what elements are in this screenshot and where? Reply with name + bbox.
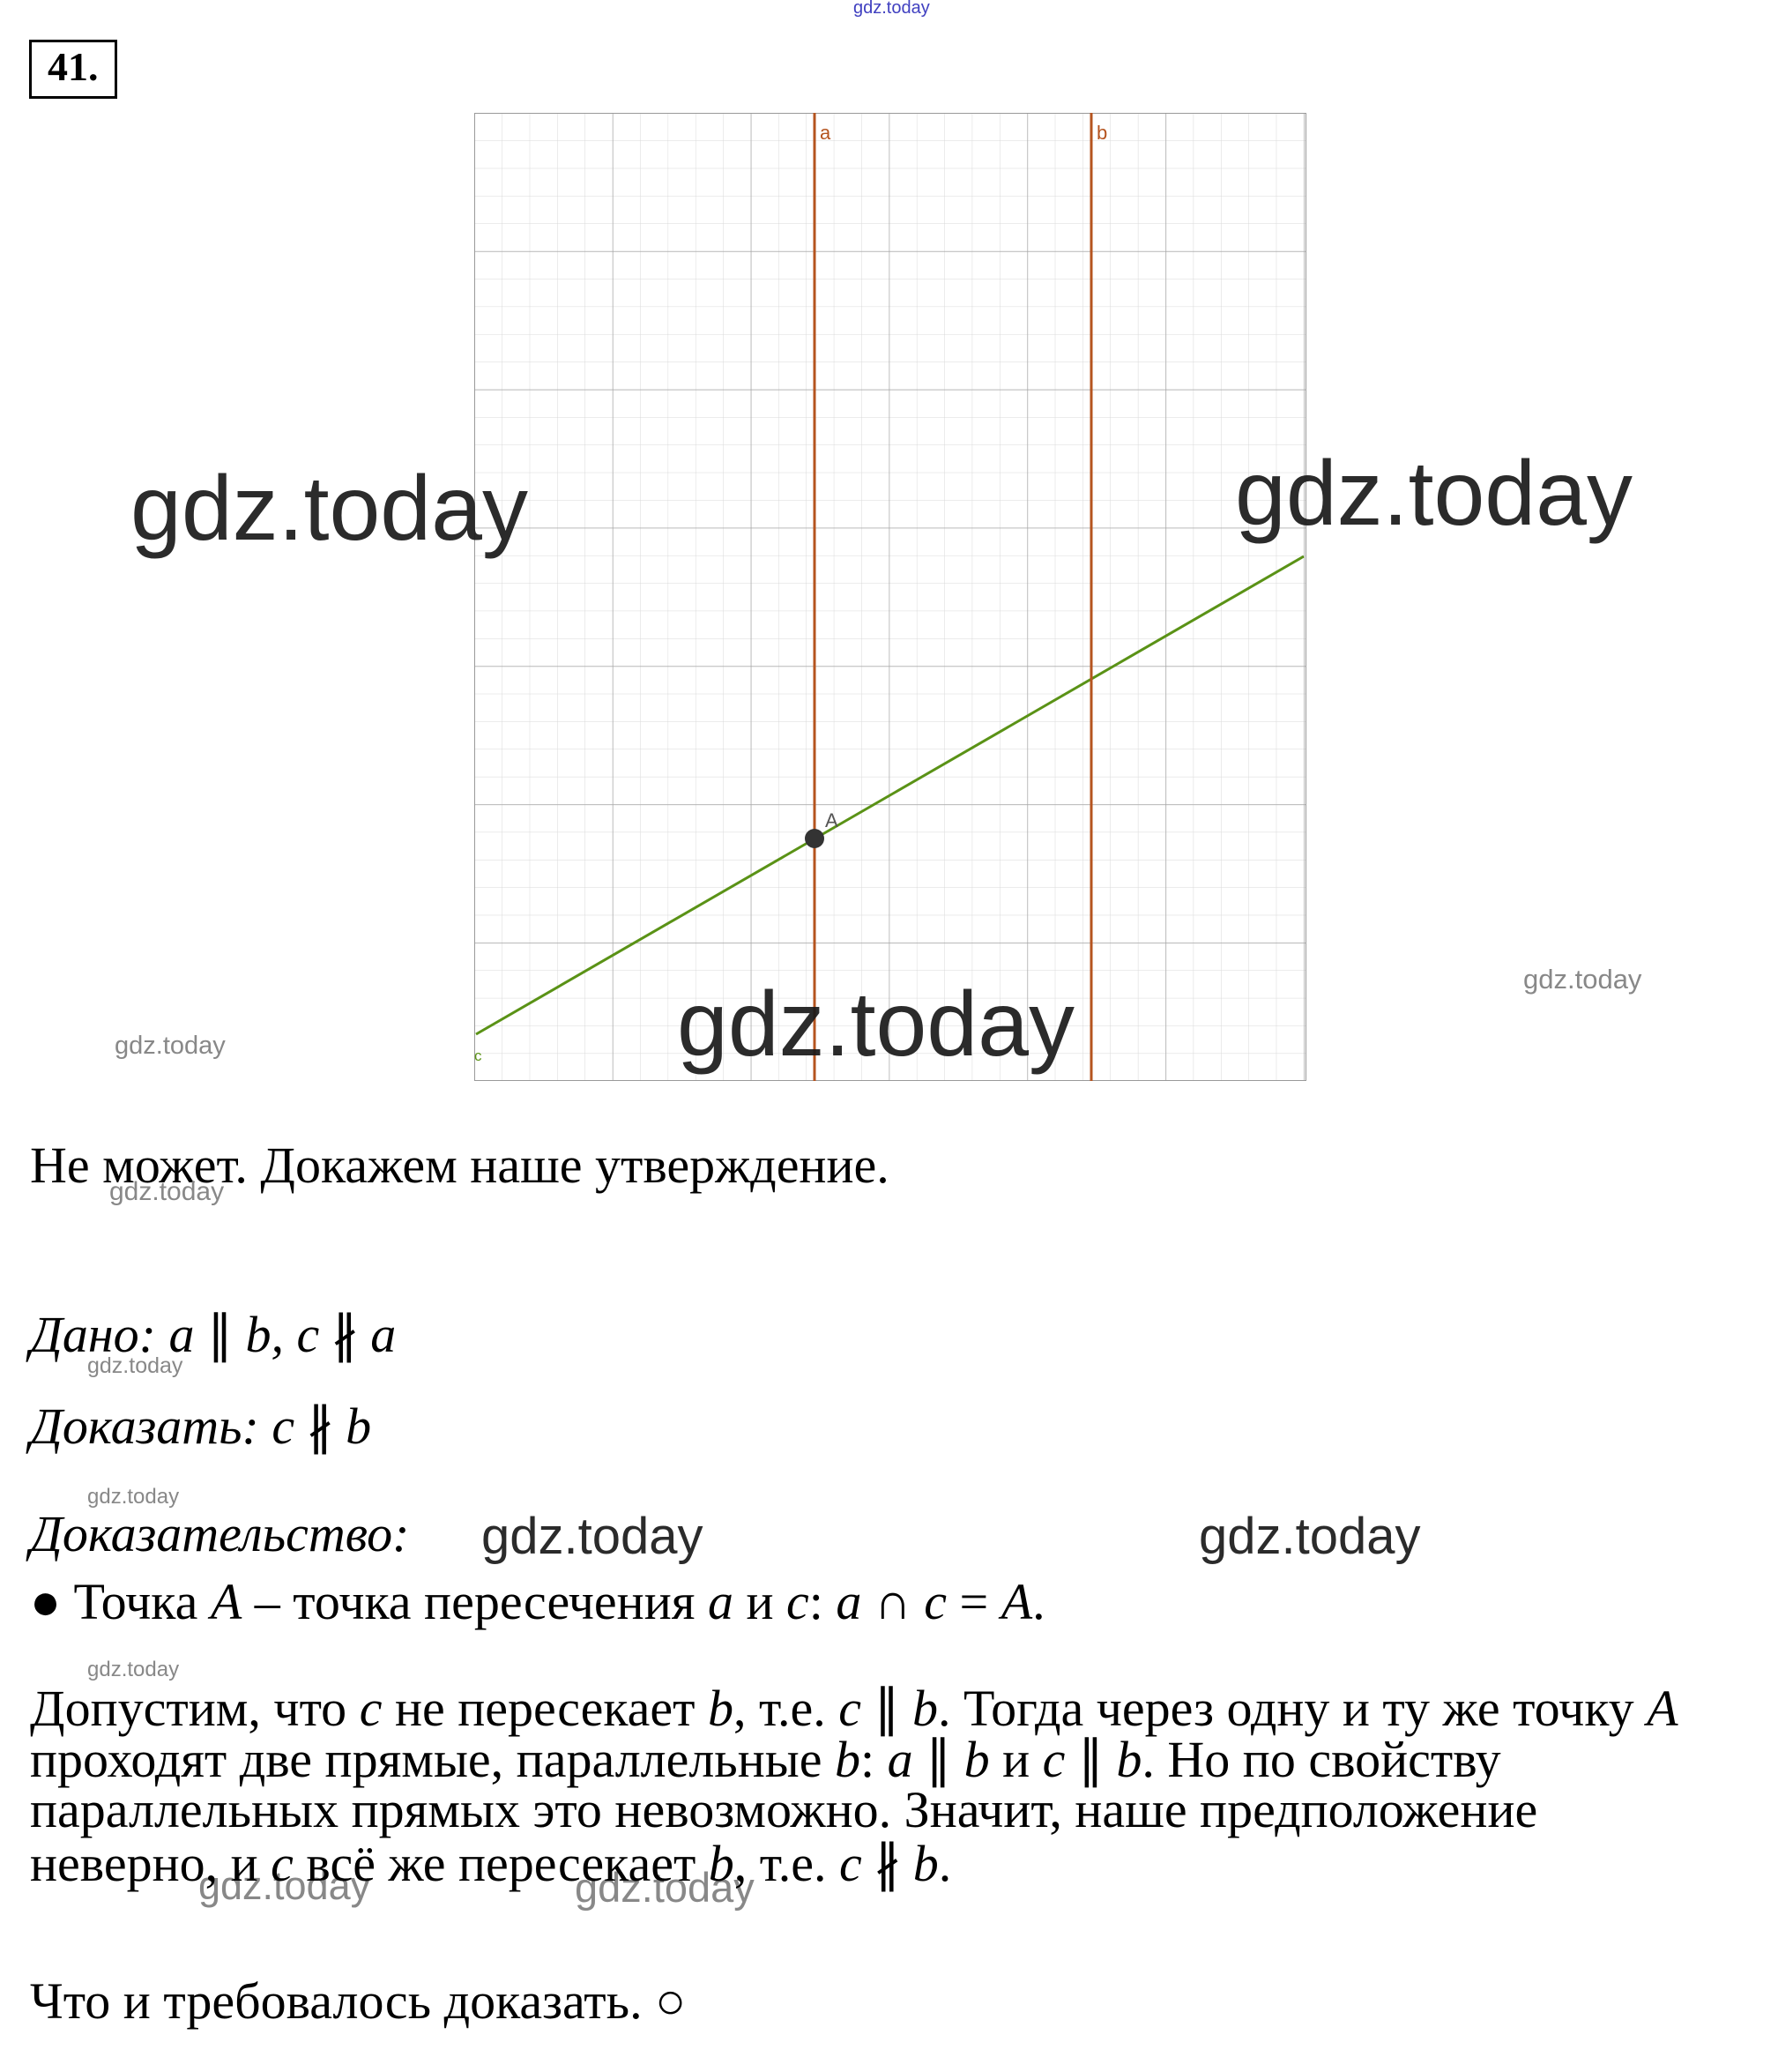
svg-text:a: a — [820, 122, 831, 144]
svg-text:A: A — [825, 809, 838, 831]
svg-text:b: b — [1097, 122, 1107, 144]
svg-text:c: c — [474, 1047, 482, 1064]
